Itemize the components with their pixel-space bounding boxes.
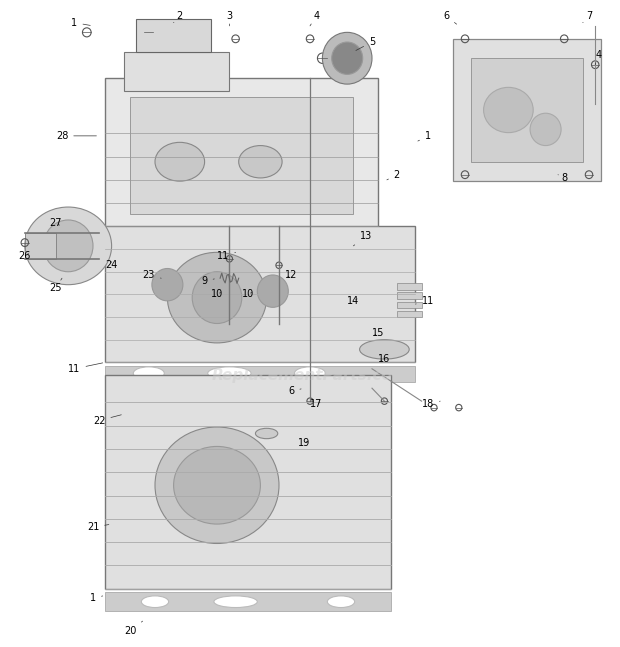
Text: 1: 1 [71,17,91,28]
Ellipse shape [360,340,409,359]
Text: 11: 11 [415,296,434,306]
Bar [105,366,415,382]
Bar [397,311,422,317]
Text: 5: 5 [356,37,375,50]
Ellipse shape [294,367,326,380]
Ellipse shape [167,252,267,343]
Text: 1: 1 [418,131,431,141]
Text: 26: 26 [19,250,31,261]
Ellipse shape [322,32,372,84]
Text: 15: 15 [372,328,384,338]
Text: 28: 28 [56,131,97,141]
Ellipse shape [214,596,257,608]
Bar [105,226,415,362]
Ellipse shape [155,142,205,181]
Text: 2: 2 [174,11,183,23]
Text: 1: 1 [90,593,103,604]
Text: 12: 12 [285,270,298,280]
Ellipse shape [155,427,279,543]
Text: 10: 10 [211,289,223,300]
Text: 21: 21 [87,522,109,532]
Text: 3: 3 [226,11,232,26]
Bar [136,19,211,52]
Ellipse shape [25,207,112,285]
Text: 19: 19 [298,438,310,448]
Text: 9: 9 [202,276,215,287]
Text: 18: 18 [422,399,440,410]
Text: 4: 4 [595,50,601,65]
Ellipse shape [152,269,183,301]
Ellipse shape [327,596,355,608]
Text: 10: 10 [242,289,254,300]
Ellipse shape [43,220,93,272]
Text: 11: 11 [68,363,103,374]
Bar [130,97,353,214]
Bar [397,302,422,308]
Text: 27: 27 [50,218,62,228]
Bar [397,292,422,299]
Text: 4: 4 [310,11,319,26]
Text: 13: 13 [353,231,372,246]
Text: 25: 25 [50,278,62,293]
Text: 11: 11 [217,250,236,261]
Ellipse shape [141,596,169,608]
Text: 23: 23 [143,270,161,280]
Bar [124,52,229,91]
Ellipse shape [239,146,282,178]
Text: 2: 2 [387,170,400,180]
Ellipse shape [255,428,278,439]
Text: 6: 6 [288,386,301,397]
Bar [471,58,583,162]
Bar [453,39,601,181]
Text: 24: 24 [105,260,118,270]
Ellipse shape [332,42,363,74]
Text: 16: 16 [378,354,391,364]
Text: 6: 6 [443,11,456,24]
Ellipse shape [530,113,561,146]
Text: 8: 8 [558,173,567,183]
Ellipse shape [192,272,242,324]
Text: 14: 14 [347,296,360,306]
Ellipse shape [208,367,251,380]
Bar [105,592,391,611]
Text: 20: 20 [124,621,143,636]
Ellipse shape [484,87,533,133]
Text: 7: 7 [583,11,592,23]
Bar [25,233,56,259]
Text: 17: 17 [310,399,322,410]
Text: 22: 22 [93,415,122,426]
Bar [105,78,378,233]
Bar [105,375,391,589]
Ellipse shape [174,446,260,524]
Ellipse shape [257,275,288,307]
Bar [397,283,422,290]
Text: ReplacementParts.com: ReplacementParts.com [211,367,409,383]
Ellipse shape [133,367,164,380]
